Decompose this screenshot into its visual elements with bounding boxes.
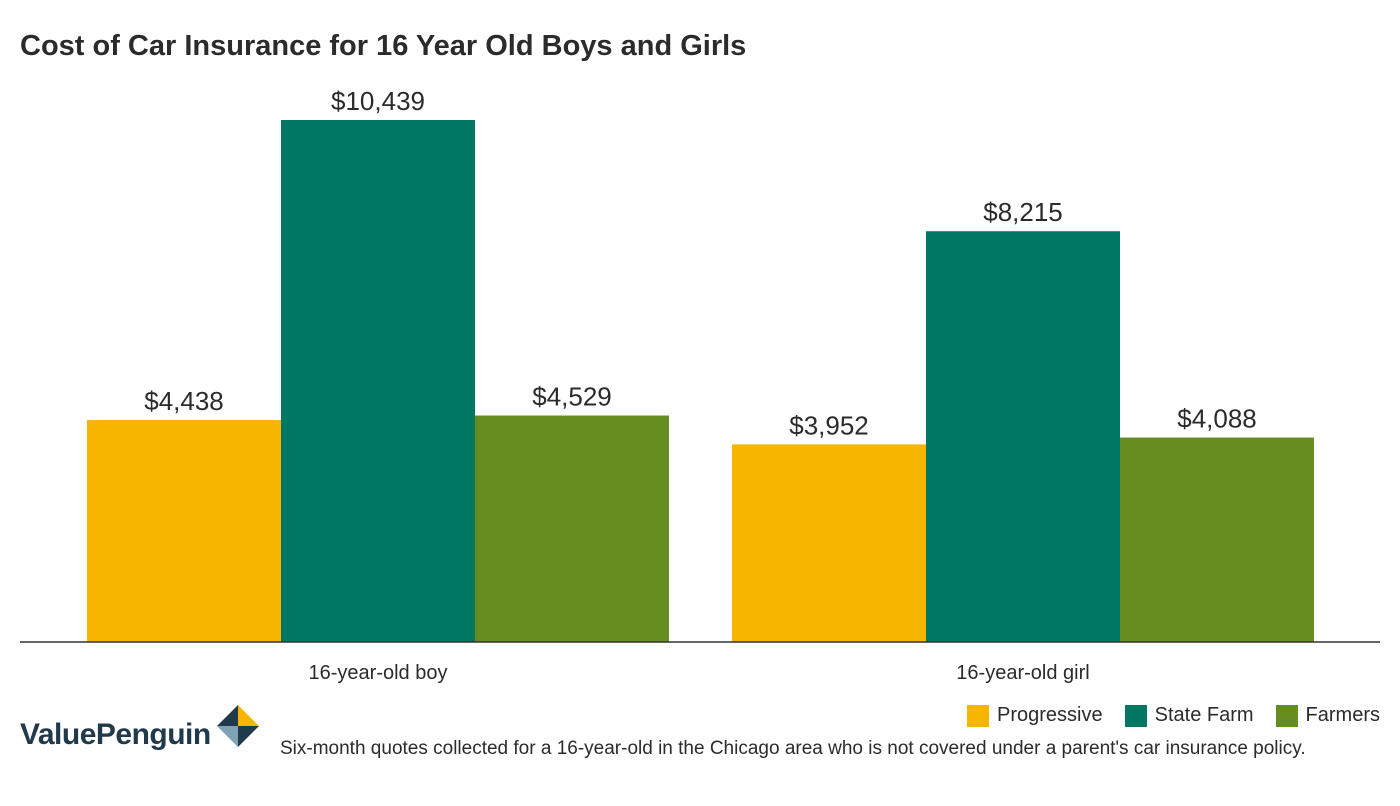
x-tick-label: 16-year-old girl [956, 662, 1089, 684]
chart-title: Cost of Car Insurance for 16 Year Old Bo… [20, 30, 747, 62]
data-label: $10,439 [331, 86, 425, 116]
legend-label: Farmers [1305, 704, 1380, 726]
bar-farmers-girl [1120, 437, 1314, 642]
data-label: $4,529 [532, 382, 612, 412]
bar-state-farm-girl [926, 231, 1120, 643]
data-label: $4,088 [1177, 404, 1257, 434]
legend-label: State Farm [1154, 704, 1254, 726]
footnote: Six-month quotes collected for a 16-year… [280, 738, 1306, 759]
valuepenguin-logo-icon [216, 705, 259, 747]
legend-item-progressive: Progressive [967, 704, 1103, 727]
legend-item-state-farm: State Farm [1124, 704, 1254, 727]
legend-swatch [1124, 704, 1147, 727]
bar-chart: $4,438 $10,439 $4,529 16-year-old boy $3,952… [20, 86, 1380, 684]
bar-progressive-girl [732, 444, 926, 642]
x-tick-label: 16-year-old boy [309, 662, 448, 684]
valuepenguin-logo: ValuePenguin [20, 705, 259, 752]
data-label: $8,215 [983, 197, 1063, 227]
legend-item-farmers: Farmers [1275, 704, 1380, 727]
legend-swatch [1275, 704, 1298, 727]
bar-progressive-boy [87, 420, 281, 642]
legend-label: Progressive [997, 704, 1103, 726]
legend-swatch [967, 704, 990, 727]
bar-state-farm-boy [281, 120, 475, 642]
logo-text: ValuePenguin [20, 718, 211, 751]
data-label: $3,952 [789, 410, 869, 440]
data-label: $4,438 [144, 386, 224, 416]
bar-farmers-boy [475, 415, 669, 642]
chart-legend: Progressive State Farm Farmers [967, 704, 1380, 727]
